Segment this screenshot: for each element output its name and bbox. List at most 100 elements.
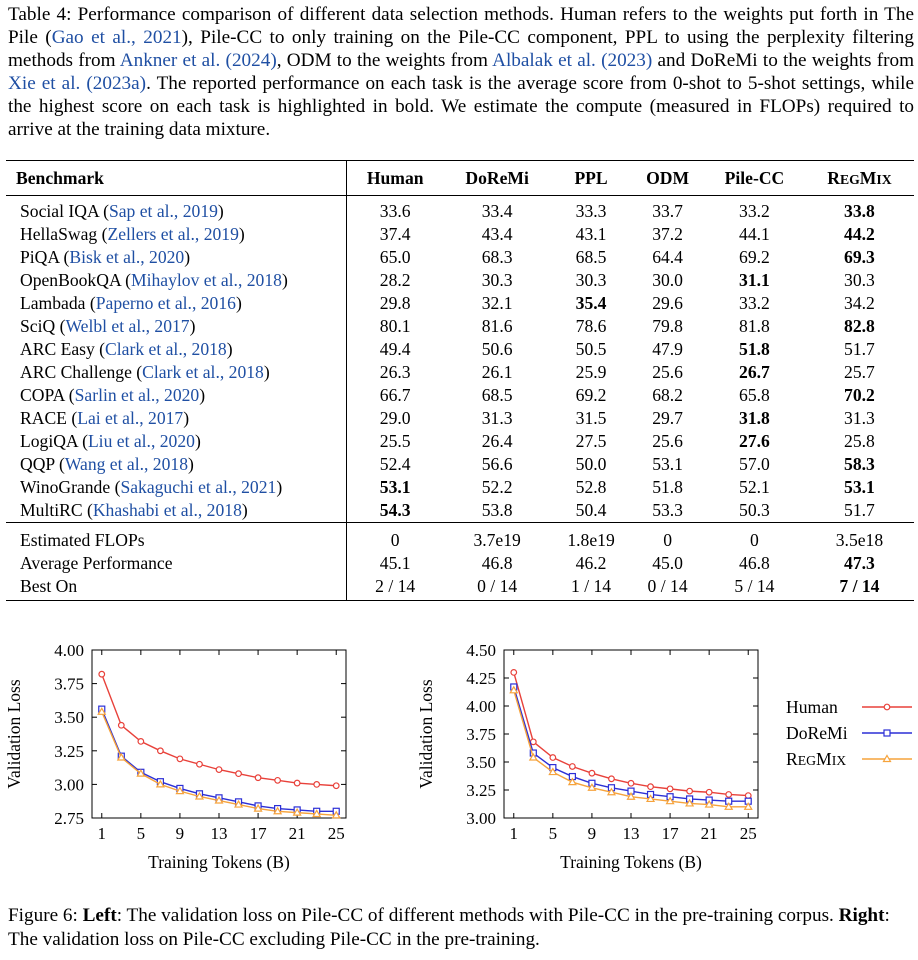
citation-link[interactable]: Sap et al., 2019 [108,201,218,221]
data-point [117,721,125,729]
x-tick-label: 1 [98,824,107,843]
y-tick-label: 3.00 [466,809,496,828]
data-point [274,776,282,784]
benchmark-rows: Social IQA (Sap et al., 2019) 33.6 33.4 33.… [6,195,914,523]
score-cell: 33.4 [481,201,513,221]
data-point [704,799,714,808]
data-point [215,766,223,774]
citation-link[interactable]: Clark et al., 2018 [105,339,227,359]
data-point [137,737,145,745]
score-cell: 30.3 [481,270,513,290]
table-row: MultiRC (Khashabi et al., 2018) 54.3 53.8 5… [6,499,914,523]
legend-regmix: REGMIX [786,746,912,772]
y-tick-label: 3.75 [466,725,496,744]
summary-label-cell: Average Performance [6,552,347,575]
citation-link[interactable]: Sakaguchi et al., 2021 [120,477,277,497]
score-cell: 51.8 [652,477,683,497]
summary-row: Best On 2 / 14 0 / 14 1 / 14 0 / 14 5 / 14 7 /… [6,575,914,601]
benchmark-name-cell: OpenBookQA (Mihaylov et al., 2018) [6,269,347,292]
legend-regmix-label: REGMIX [786,748,847,769]
citation-link[interactable]: Albalak et al. (2023) [492,50,653,71]
score-cell: 68.5 [481,385,513,405]
citation-link[interactable]: Khashabi et al., 2018 [92,500,242,520]
plot-frame [91,649,347,819]
benchmark-name-cell: WinoGrande (Sakaguchi et al., 2021) [6,476,347,499]
data-point [606,787,617,796]
legend-human-marker [862,703,912,711]
score-cell: 51.7 [844,339,875,359]
data-point [196,760,203,768]
benchmark-name-cell: MultiRC (Khashabi et al., 2018) [6,499,347,523]
score-cell: 27.5 [575,431,607,451]
citation-link[interactable]: Bisk et al., 2020 [69,247,185,267]
summary-value-cell: 45.0 [652,553,683,573]
y-tick-label: 3.25 [54,742,84,761]
right-loss-chart: 3.00 3.25 3.50 3.75 4.00 4.25 4.50 1 5 9 13 17 21 25 T… [416,641,759,872]
score-cell: 64.4 [652,247,683,267]
x-tick-label: 13 [211,824,228,843]
y-tick-label: 2.75 [54,809,84,828]
summary-value-cell: 0 [631,522,704,552]
score-cell: 33.3 [575,201,607,221]
x-tick-label: 9 [176,824,185,843]
citation-link[interactable]: Welbl et al., 2017 [65,316,190,336]
x-tick-label: 25 [328,824,345,843]
score-cell: 25.9 [575,362,607,382]
header-odm: ODM [631,160,704,196]
citation-link[interactable]: Paperno et al., 2016 [95,293,236,313]
data-point [744,792,752,800]
score-cell: 37.2 [652,224,683,244]
summary-value-cell: 3.5e18 [804,522,914,552]
score-cell: 29.7 [652,408,683,428]
score-cell: 26.4 [481,431,513,451]
data-point [97,707,107,715]
score-cell: 52.4 [379,454,411,474]
citation-link[interactable]: Mihaylov et al., 2018 [130,270,282,290]
citation-link[interactable]: Gao et al., 2021 [51,27,182,48]
score-cell: 29.0 [379,408,411,428]
citation-link[interactable]: Sarlin et al., 2020 [74,385,200,405]
table-row: LogiQA (Liu et al., 2020) 25.5 26.4 27.5 25.… [6,430,914,453]
x-tick-label: 13 [623,824,640,843]
score-cell: 25.6 [652,362,683,382]
score-cell: 25.6 [652,431,683,451]
benchmark-name-cell: Lambada (Paperno et al., 2016) [6,292,347,315]
x-tick-label: 21 [701,824,718,843]
citation-link[interactable]: Liu et al., 2020 [87,431,195,451]
citation-link[interactable]: Ankner et al. (2024) [119,50,277,71]
data-point [568,763,576,770]
score-cell: 33.7 [652,201,683,221]
score-cell: 68.5 [575,247,607,267]
summary-label-cell: Estimated FLOPs [6,522,347,552]
score-cell: 33.2 [739,293,770,313]
data-point [685,798,695,807]
score-cell: 68.2 [652,385,683,405]
data-point [528,752,538,761]
citation-link[interactable]: Clark et al., 2018 [142,362,264,382]
legend-regmix-marker [862,754,912,763]
data-point [313,780,321,788]
score-cell: 50.3 [739,500,770,520]
summary-value-cell: 7 / 14 [804,575,914,601]
score-cell: 31.3 [481,408,513,428]
score-cell: 81.8 [739,316,770,336]
score-cell: 57.0 [739,454,770,474]
citation-link[interactable]: Wang et al., 2018 [64,454,188,474]
data-point [510,669,518,676]
score-cell: 82.8 [844,316,875,336]
score-cell: 52.2 [481,477,513,497]
table-row: HellaSwag (Zellers et al., 2019) 37.4 43.4… [6,223,914,246]
score-cell: 49.4 [379,339,411,359]
summary-rows: Estimated FLOPs 0 3.7e19 1.8e19 0 0 3.5e18 Aver… [6,522,914,601]
citation-link[interactable]: Zellers et al., 2019 [107,224,239,244]
data-point [509,685,519,694]
score-cell: 26.1 [481,362,513,382]
benchmark-name-cell: HellaSwag (Zellers et al., 2019) [6,223,347,246]
data-point [529,738,537,746]
table-row: PiQA (Bisk et al., 2020) 65.0 68.3 68.5 64.4… [6,246,914,269]
data-point [647,783,654,791]
citation-link[interactable]: Lai et al., 2017 [77,408,184,428]
data-point [194,791,205,800]
header-benchmark: Benchmark [6,160,347,196]
citation-link[interactable]: Xie et al. (2023a) [8,73,147,94]
